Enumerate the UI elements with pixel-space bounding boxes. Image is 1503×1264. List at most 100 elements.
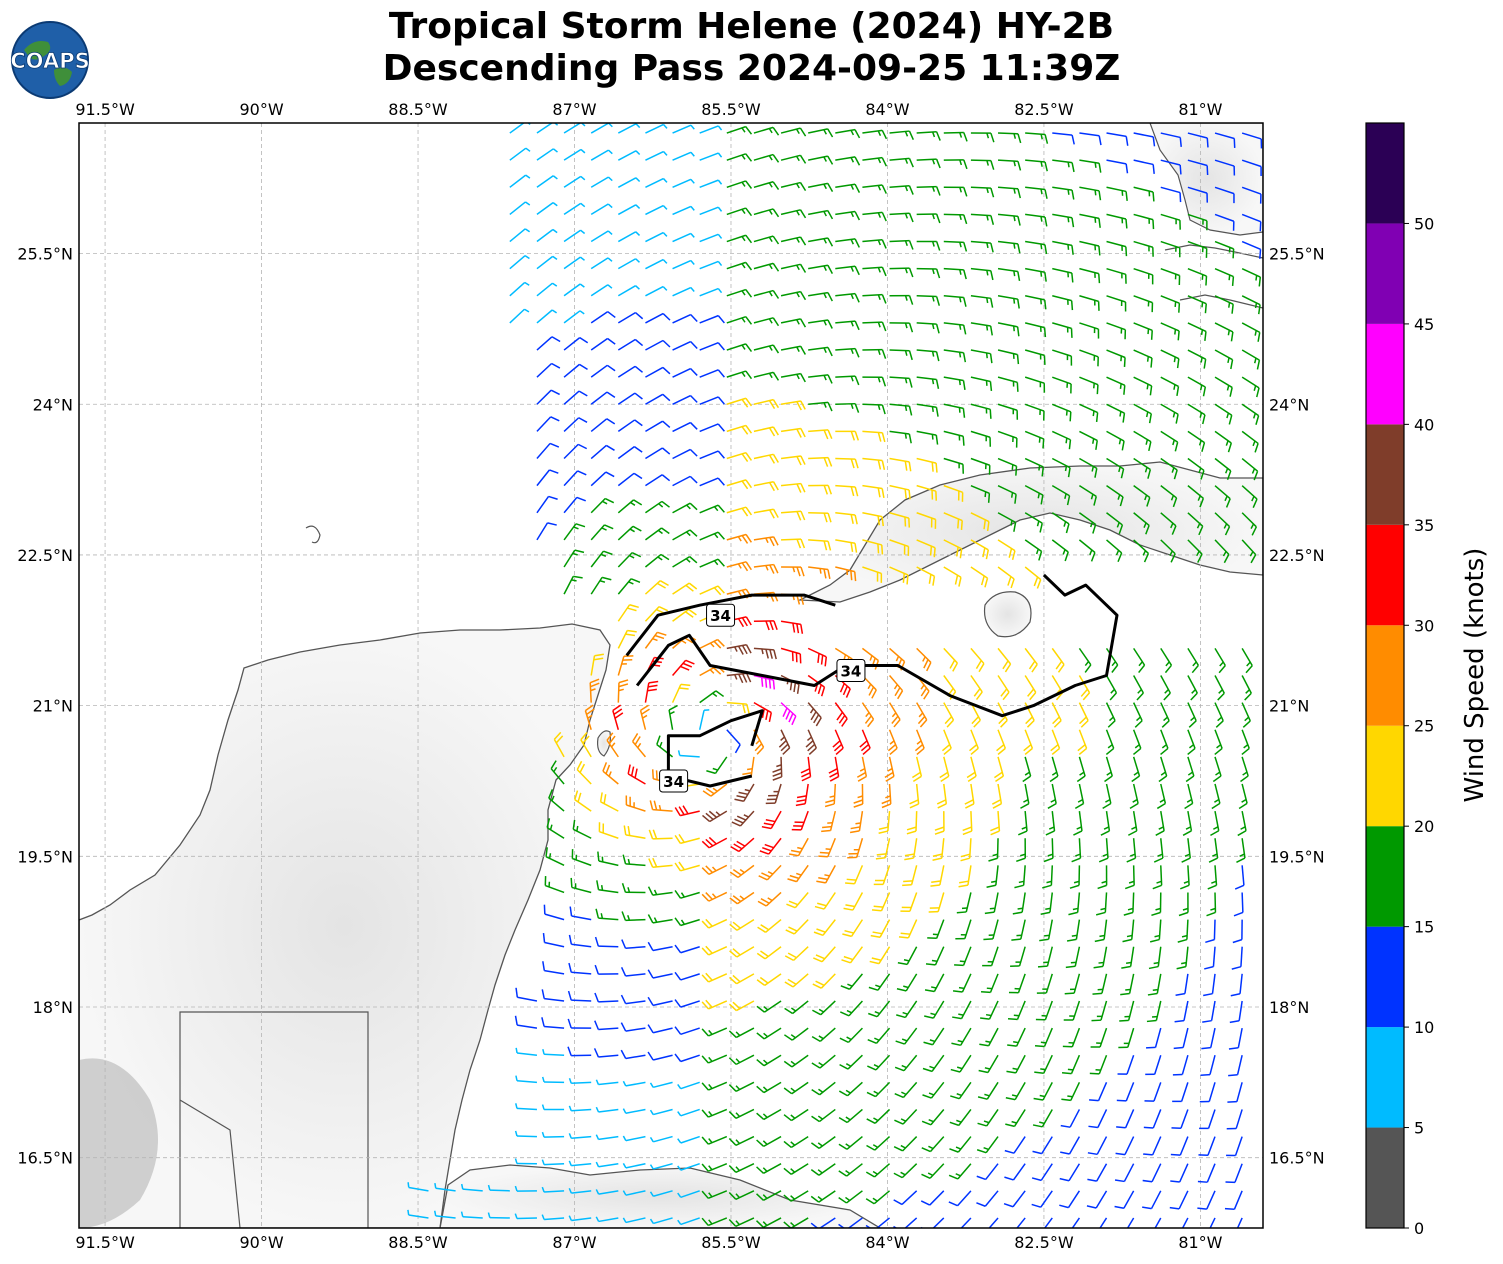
wind-barb xyxy=(805,729,817,755)
wind-barb xyxy=(970,512,990,532)
wind-barb xyxy=(672,286,695,297)
wind-barb xyxy=(1034,1054,1053,1075)
wind-barb xyxy=(807,702,822,727)
wind-barb xyxy=(617,285,640,297)
wind-barb xyxy=(983,919,999,941)
wind-barb xyxy=(1185,756,1195,783)
wind-barb xyxy=(1050,729,1061,756)
wind-barb xyxy=(1086,1190,1108,1209)
wind-barb xyxy=(943,566,962,587)
wind-barb xyxy=(1142,1190,1162,1210)
wind-barb xyxy=(927,919,945,940)
wind-barb xyxy=(753,289,780,299)
wind-barb xyxy=(734,783,755,802)
wind-barb xyxy=(1119,1000,1135,1022)
wind-barb xyxy=(1153,838,1164,863)
wind-barb xyxy=(1171,1109,1189,1129)
wind-barb xyxy=(1090,1027,1108,1048)
colorbar-tick-label: 20 xyxy=(1414,817,1434,836)
wind-barb xyxy=(835,292,860,303)
wind-barb xyxy=(988,1217,999,1228)
wind-barb xyxy=(757,891,782,907)
wind-barb xyxy=(672,151,695,161)
wind-barb xyxy=(701,1217,728,1227)
wind-barb xyxy=(753,426,779,437)
wind-barb xyxy=(672,529,698,541)
wind-barb xyxy=(840,1000,863,1017)
wind-barb xyxy=(862,211,887,222)
wind-barb xyxy=(726,125,753,135)
wind-barb xyxy=(647,969,673,979)
wind-barb xyxy=(1091,1000,1108,1022)
wind-barb xyxy=(753,235,780,245)
wind-barb xyxy=(563,310,585,324)
wind-barb xyxy=(542,1049,565,1056)
wind-barb xyxy=(1160,539,1176,563)
wind-barb xyxy=(922,1081,945,1099)
wind-barb xyxy=(726,451,753,463)
wind-barb xyxy=(1131,756,1141,783)
wind-barb xyxy=(536,362,561,378)
wind-barb xyxy=(726,207,753,217)
wind-barb xyxy=(645,312,671,324)
wind-barb xyxy=(434,1183,456,1192)
wind-barb xyxy=(1059,1190,1081,1209)
wind-barb xyxy=(1079,349,1099,367)
wind-barb xyxy=(625,795,646,812)
wind-barb xyxy=(1214,267,1235,287)
wind-barb xyxy=(997,484,1017,504)
wind-barb xyxy=(541,1159,565,1166)
wind-barb xyxy=(896,1000,918,1019)
wind-barb xyxy=(590,176,613,188)
wind-barb xyxy=(726,533,753,544)
wind-barb xyxy=(509,147,531,161)
wind-barb xyxy=(1147,973,1162,996)
wind-barb xyxy=(970,457,991,475)
wind-barb xyxy=(970,159,995,170)
wind-barb xyxy=(1100,811,1111,836)
wind-barb xyxy=(824,783,837,808)
wind-barb xyxy=(811,1081,836,1096)
wind-barb xyxy=(756,1108,782,1121)
contour-label-34: 34 xyxy=(836,658,866,682)
wind-barb xyxy=(970,349,993,364)
wind-barb xyxy=(571,849,592,867)
wind-barb xyxy=(536,228,558,243)
wind-barb xyxy=(1197,1190,1216,1210)
wind-barb xyxy=(617,231,641,243)
wind-barb xyxy=(812,1000,836,1016)
wind-barb xyxy=(1160,430,1179,452)
wind-barb xyxy=(924,973,945,993)
wind-barb xyxy=(970,675,983,701)
wind-barb xyxy=(1133,322,1153,340)
wind-barb xyxy=(602,762,619,785)
wind-barb xyxy=(862,512,884,527)
colorbar-tick-label: 45 xyxy=(1414,315,1434,334)
lon-tick-label-bottom: 91.5°W xyxy=(75,1233,135,1252)
wind-barb xyxy=(921,1163,945,1179)
wind-barb xyxy=(1106,403,1126,423)
wind-barb xyxy=(1181,1217,1189,1228)
wind-barb xyxy=(1052,186,1075,200)
wind-barb xyxy=(996,729,1007,756)
wind-barb xyxy=(1238,783,1248,810)
wind-barb xyxy=(835,457,859,469)
wind-barb xyxy=(753,701,773,723)
wind-barb xyxy=(674,917,700,927)
wind-barb xyxy=(1176,946,1189,970)
wind-barb xyxy=(916,240,941,251)
wind-barb xyxy=(808,401,833,412)
wind-barb xyxy=(861,702,875,728)
wind-barb xyxy=(783,1108,809,1122)
wind-barb xyxy=(672,475,698,487)
wind-barb xyxy=(589,678,600,703)
wind-barb xyxy=(699,558,725,568)
wind-barb xyxy=(997,702,1008,728)
wind-barb xyxy=(645,366,671,378)
wind-barb xyxy=(1170,1163,1189,1183)
wind-barb xyxy=(1097,865,1108,890)
colorbar-tick-label: 35 xyxy=(1414,516,1434,535)
wind-34kt-contours: 34 34 34 xyxy=(625,573,1119,793)
wind-barb xyxy=(980,1000,999,1020)
wind-barb xyxy=(1133,512,1150,535)
